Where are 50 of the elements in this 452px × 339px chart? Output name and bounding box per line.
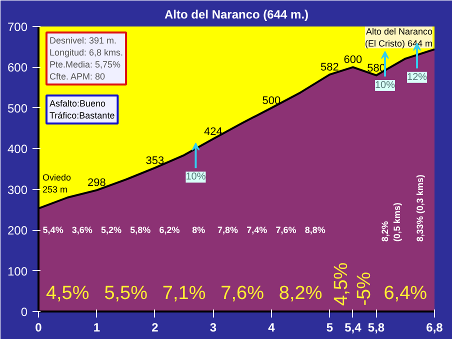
x-tick-label: 0 xyxy=(35,320,42,334)
x-tick-label: 5 xyxy=(326,320,334,334)
y-tick-label: 400 xyxy=(7,142,28,156)
x-tick-label: 6,8 xyxy=(426,320,444,334)
y-tick-label: 600 xyxy=(7,60,28,75)
y-tick-label: 700 xyxy=(7,20,28,34)
x-tick-label: 5,8 xyxy=(368,320,385,334)
annotation: 10% xyxy=(186,172,206,183)
annotation: 5,2% xyxy=(101,224,122,235)
annotation: 5,8% xyxy=(130,224,151,235)
chart-title: Alto del Naranco (644 m.) xyxy=(164,8,309,22)
annotation: 4,5% xyxy=(330,262,352,306)
annotation: 12% xyxy=(407,72,428,83)
annotation: 600 xyxy=(344,54,362,66)
annotation: 7,6% xyxy=(220,282,264,304)
annotation: 582 xyxy=(320,62,339,74)
annotation: 8,2% xyxy=(278,282,322,304)
y-tick-label: 100 xyxy=(7,264,28,278)
annotation: 8% xyxy=(192,224,206,235)
x-tick-label: 4 xyxy=(268,320,276,334)
annotation: 8,2% (0,5 kms) xyxy=(380,202,402,242)
x-tick-label: 5,4 xyxy=(344,320,362,334)
x-tick-label: 2 xyxy=(152,320,159,334)
x-tick-label: 1 xyxy=(93,320,100,334)
annotation: 6,4% xyxy=(384,282,428,304)
annotation: 6,2% xyxy=(159,224,180,235)
annotation: 298 xyxy=(88,177,106,190)
annotation: Oviedo 253 m xyxy=(42,172,72,194)
annotation: 7,6% xyxy=(276,224,296,235)
annotation: 8,33% (0,3 kms) xyxy=(414,174,425,242)
annotation: -5% xyxy=(354,272,376,306)
annotation: 8,8% xyxy=(304,224,326,235)
annotation: 7,1% xyxy=(162,282,206,304)
y-tick-label: 0 xyxy=(20,305,28,319)
annotation: 500 xyxy=(262,94,281,107)
annotation: 5,5% xyxy=(104,282,148,304)
annotation: 4,5% xyxy=(46,282,90,304)
annotation: Asfalto:Bueno Tráfico:Bastante xyxy=(50,98,115,120)
annotation: 10% xyxy=(374,80,396,92)
annotation: 424 xyxy=(204,126,222,138)
annotation: 7,8% xyxy=(218,224,238,235)
annotation: 353 xyxy=(146,154,164,167)
annotation: Desnivel: 391 m. Longitud: 6,8 kms. Pte.Media: 5,75% Cfte. APM: 80 xyxy=(50,36,124,82)
annotation: 3,6% xyxy=(72,224,92,235)
x-tick-label: 3 xyxy=(210,320,217,334)
y-tick-label: 200 xyxy=(7,224,28,238)
y-tick-label: 500 xyxy=(7,101,28,116)
y-tick-label: 300 xyxy=(7,182,28,197)
annotation: 5,4% xyxy=(42,224,64,235)
annotation: 7,4% xyxy=(246,224,268,235)
